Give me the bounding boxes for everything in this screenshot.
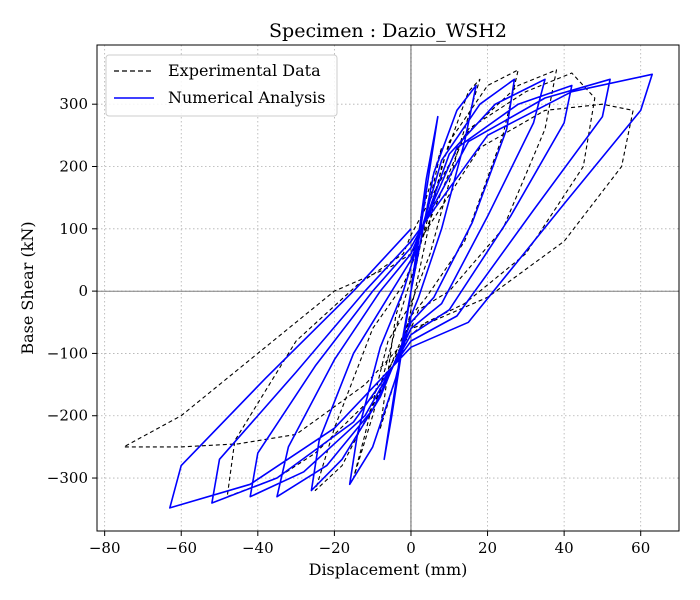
legend: Experimental Data Numerical Analysis [105, 54, 338, 117]
x-tick-label: −60 [165, 539, 197, 557]
y-tick-label: −200 [47, 407, 88, 425]
x-tick-label: 20 [478, 539, 497, 557]
y-tick-label: −100 [47, 344, 88, 362]
series-numerical-line [169, 73, 654, 509]
legend-box [105, 54, 338, 117]
legend-label-numerical: Numerical Analysis [168, 88, 326, 107]
x-tick-label: 40 [555, 539, 574, 557]
x-tick-label: 0 [406, 539, 416, 557]
y-tick-label: 200 [59, 158, 88, 176]
y-tick-label: 100 [59, 220, 88, 238]
series-layer [123, 69, 654, 509]
y-tick-label: 0 [78, 282, 88, 300]
chart-title: Specimen : Dazio_WSH2 [269, 20, 507, 42]
y-axis-label: Base Shear (kN) [18, 221, 37, 354]
x-tick-label: −40 [242, 539, 274, 557]
ticks-layer: −80 −60 −40 −20 0 20 40 60−300−200−100010020030… [47, 95, 650, 557]
y-tick-label: −300 [47, 469, 88, 487]
x-tick-label: 60 [631, 539, 650, 557]
x-tick-label: −80 [89, 539, 121, 557]
legend-label-experimental: Experimental Data [168, 61, 321, 80]
y-tick-label: 300 [59, 95, 88, 113]
series-experimental-line [123, 69, 634, 498]
x-tick-label: −20 [319, 539, 351, 557]
x-axis-label: Displacement (mm) [309, 560, 468, 579]
plot-frame [96, 44, 680, 532]
